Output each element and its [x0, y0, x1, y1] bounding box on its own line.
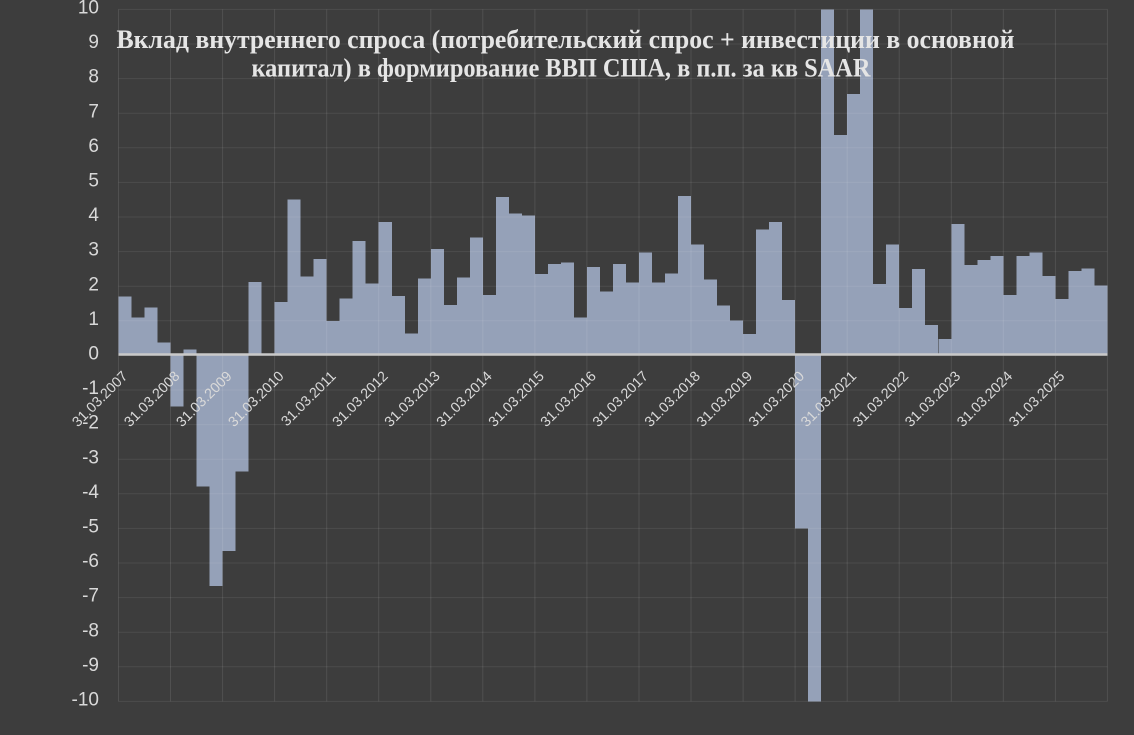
svg-text:2: 2: [88, 274, 99, 295]
svg-text:-9: -9: [82, 655, 99, 676]
svg-text:4: 4: [88, 205, 99, 226]
svg-text:5: 5: [88, 171, 99, 192]
svg-text:9: 9: [88, 32, 99, 53]
svg-text:-3: -3: [82, 447, 99, 468]
svg-text:капитал) в формирование ВВП СШ: капитал) в формирование ВВП США, в п.п. …: [252, 52, 872, 82]
svg-text:-8: -8: [82, 620, 99, 641]
svg-text:6: 6: [88, 136, 99, 157]
svg-text:Вклад внутреннего спроса (потр: Вклад внутреннего спроса (потребительски…: [117, 24, 1015, 54]
svg-text:-1: -1: [82, 378, 99, 399]
svg-text:0: 0: [88, 344, 99, 365]
svg-text:-7: -7: [82, 586, 99, 607]
svg-text:7: 7: [88, 101, 99, 122]
svg-text:3: 3: [88, 240, 99, 261]
svg-text:-5: -5: [82, 517, 99, 538]
svg-text:-6: -6: [82, 551, 99, 572]
svg-text:-4: -4: [82, 482, 99, 503]
svg-text:1: 1: [88, 309, 99, 330]
svg-text:-10: -10: [72, 690, 99, 711]
svg-text:8: 8: [88, 67, 99, 88]
svg-text:10: 10: [78, 0, 99, 19]
svg-text:-2: -2: [82, 413, 99, 434]
